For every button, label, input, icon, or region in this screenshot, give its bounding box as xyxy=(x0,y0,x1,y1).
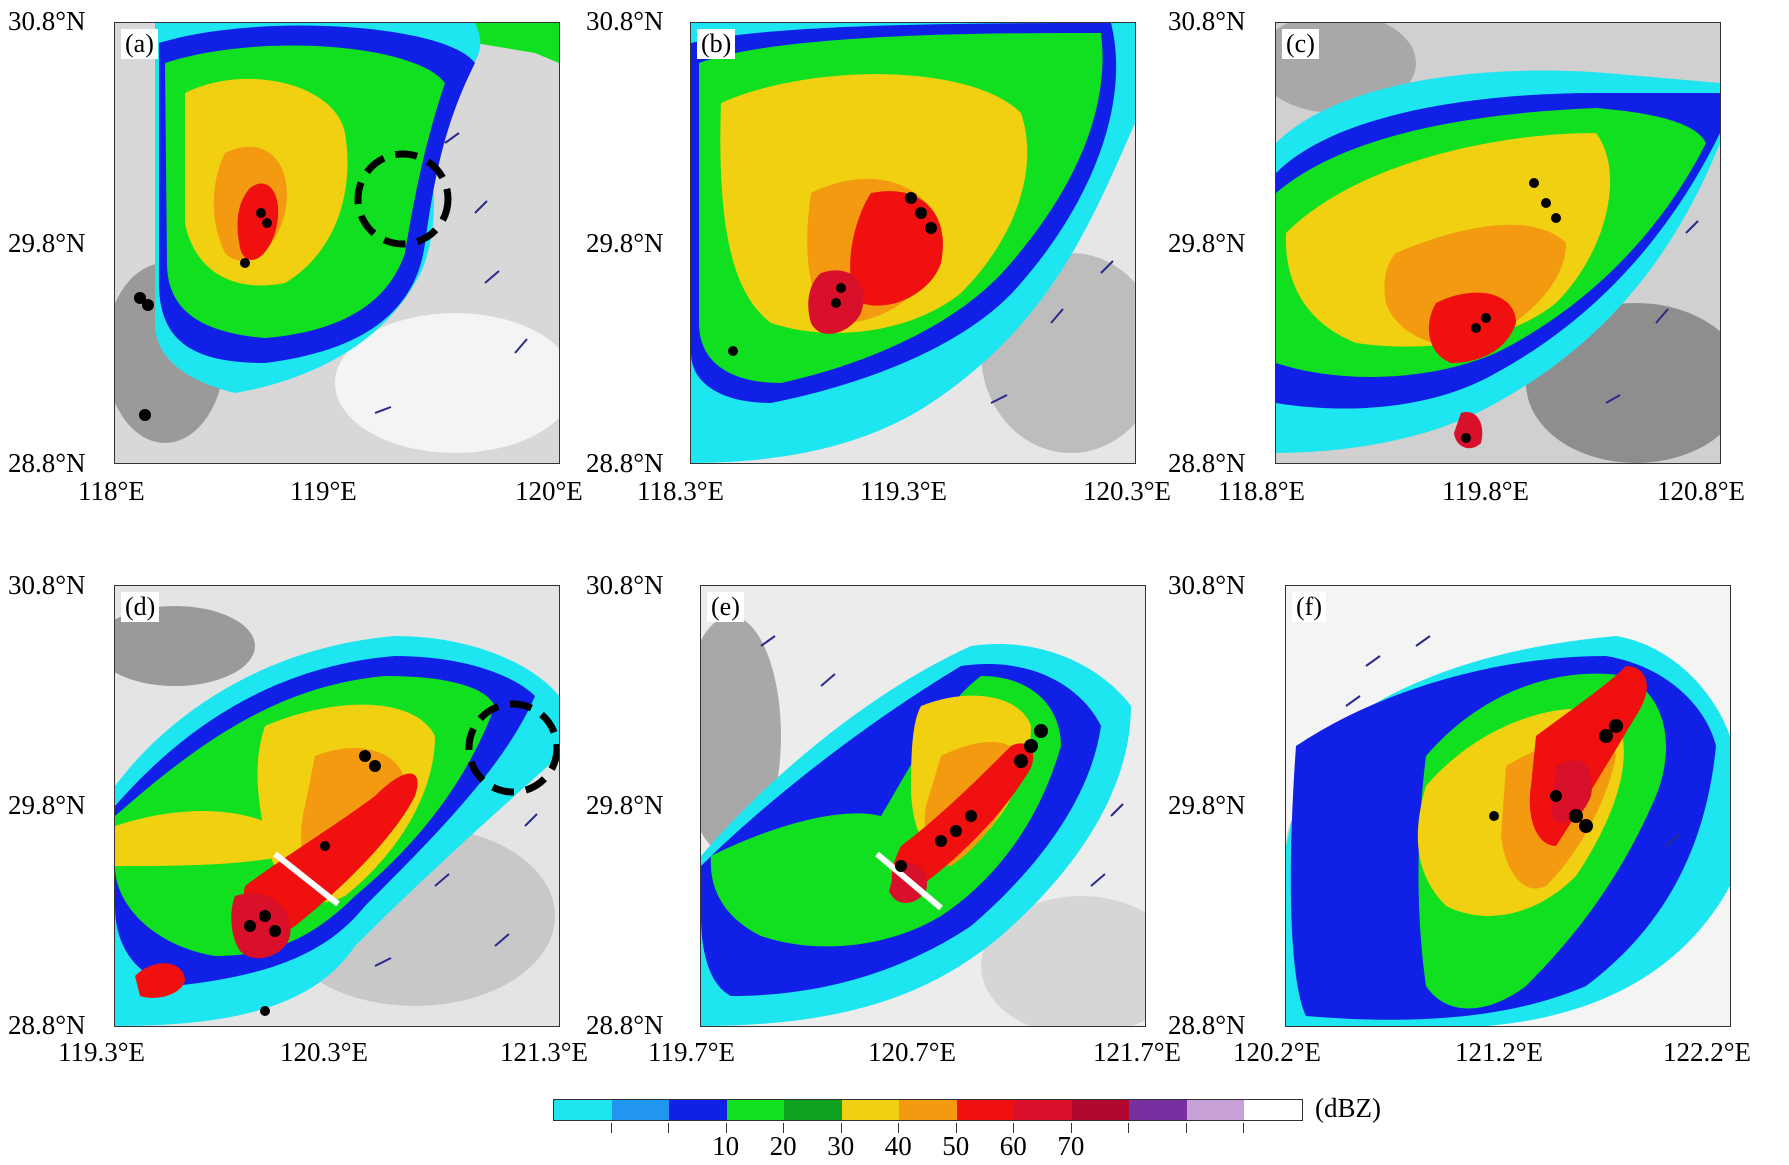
colorbar-segment xyxy=(669,1100,727,1120)
colorbar-unit: (dBZ) xyxy=(1315,1093,1381,1123)
lat-label-top: 30.8°N xyxy=(8,570,86,600)
lat-label-mid: 29.8°N xyxy=(8,228,86,258)
lat-label-top: 30.8°N xyxy=(586,6,664,36)
lat-label-top: 30.8°N xyxy=(586,570,664,600)
colorbar xyxy=(553,1099,1303,1121)
colorbar-segment xyxy=(899,1100,957,1120)
colorbar-label: 60 xyxy=(999,1131,1027,1161)
map-panel-c: (c) xyxy=(1275,22,1721,464)
radar-map-c xyxy=(1276,23,1720,463)
map-panel-b: (b) xyxy=(690,22,1136,464)
panel-label: (d) xyxy=(121,592,160,622)
lon-label-mid: 119.3°E xyxy=(860,476,948,506)
lon-label-mid: 119°E xyxy=(290,476,357,506)
colorbar-tick xyxy=(840,1123,842,1133)
panel-label: (e) xyxy=(707,592,744,622)
lon-label-left: 118.3°E xyxy=(637,476,725,506)
colorbar-label: 30 xyxy=(827,1131,855,1161)
colorbar-segment xyxy=(841,1100,900,1120)
colorbar-tick xyxy=(1013,1123,1015,1133)
lat-label-bot: 28.8°N xyxy=(586,448,664,478)
lat-label-mid: 29.8°N xyxy=(1168,228,1246,258)
map-panel-d: (d) xyxy=(114,585,560,1027)
radar-map-e xyxy=(701,586,1145,1026)
colorbar-label: 20 xyxy=(769,1131,797,1161)
lon-label-right: 121.3°E xyxy=(500,1037,589,1067)
radar-map-a xyxy=(115,23,559,463)
colorbar-tick xyxy=(783,1123,785,1133)
colorbar-segment xyxy=(1244,1100,1302,1120)
colorbar-label: 40 xyxy=(884,1131,912,1161)
map-panel-e: (e) xyxy=(700,585,1146,1027)
colorbar-segment xyxy=(784,1100,842,1120)
panel-label: (b) xyxy=(697,29,736,59)
lat-label-mid: 29.8°N xyxy=(8,790,86,820)
radar-map-d xyxy=(115,586,559,1026)
lat-label-mid: 29.8°N xyxy=(586,228,664,258)
colorbar-segment xyxy=(611,1100,670,1120)
lon-label-mid: 120.3°E xyxy=(280,1037,369,1067)
lon-label-right: 120.8°E xyxy=(1657,476,1746,506)
colorbar-segment xyxy=(726,1100,785,1120)
lon-label-left: 118°E xyxy=(78,476,145,506)
colorbar-label: 70 xyxy=(1057,1131,1085,1161)
lat-label-bot: 28.8°N xyxy=(1168,1010,1246,1040)
colorbar-tick xyxy=(1185,1123,1187,1133)
colorbar-segment xyxy=(1186,1100,1245,1120)
colorbar-segment xyxy=(956,1100,1015,1120)
colorbar-label: 10 xyxy=(712,1131,740,1161)
radar-map-b xyxy=(691,23,1135,463)
lat-label-mid: 29.8°N xyxy=(1168,790,1246,820)
colorbar-tick xyxy=(1070,1123,1072,1133)
colorbar-tick xyxy=(668,1123,670,1133)
lon-label-mid: 120.7°E xyxy=(868,1037,957,1067)
lat-label-top: 30.8°N xyxy=(1168,570,1246,600)
lon-label-left: 118.8°E xyxy=(1218,476,1306,506)
colorbar-segment xyxy=(1129,1100,1187,1120)
lat-label-bot: 28.8°N xyxy=(586,1010,664,1040)
colorbar-tick xyxy=(1128,1123,1130,1133)
colorbar-segment xyxy=(1014,1100,1072,1120)
lon-label-right: 120.3°E xyxy=(1083,476,1172,506)
colorbar-tick xyxy=(955,1123,957,1133)
panel-label: (f) xyxy=(1292,592,1326,622)
colorbar-tick xyxy=(725,1123,727,1133)
lon-label-mid: 121.2°E xyxy=(1455,1037,1544,1067)
lon-label-right: 120°E xyxy=(515,476,583,506)
lat-label-bot: 28.8°N xyxy=(1168,448,1246,478)
lon-label-right: 121.7°E xyxy=(1093,1037,1182,1067)
lon-label-left: 119.3°E xyxy=(58,1037,146,1067)
lat-label-top: 30.8°N xyxy=(8,6,86,36)
lat-label-top: 30.8°N xyxy=(1168,6,1246,36)
colorbar-segment xyxy=(554,1100,612,1120)
map-panel-a: (a) xyxy=(114,22,560,464)
panel-label: (c) xyxy=(1282,29,1319,59)
lon-label-right: 122.2°E xyxy=(1663,1037,1752,1067)
map-panel-f: (f) xyxy=(1285,585,1731,1027)
colorbar-tick xyxy=(1243,1123,1245,1133)
lon-label-left: 119.7°E xyxy=(648,1037,736,1067)
colorbar-tick xyxy=(898,1123,900,1133)
lat-label-bot: 28.8°N xyxy=(8,1010,86,1040)
colorbar-segment xyxy=(1071,1100,1130,1120)
lat-label-mid: 29.8°N xyxy=(586,790,664,820)
lat-label-bot: 28.8°N xyxy=(8,448,86,478)
colorbar-label: 50 xyxy=(942,1131,970,1161)
lon-label-mid: 119.8°E xyxy=(1442,476,1530,506)
lon-label-left: 120.2°E xyxy=(1233,1037,1322,1067)
radar-map-f xyxy=(1286,586,1730,1026)
panel-label: (a) xyxy=(121,29,158,59)
colorbar-tick xyxy=(610,1123,612,1133)
